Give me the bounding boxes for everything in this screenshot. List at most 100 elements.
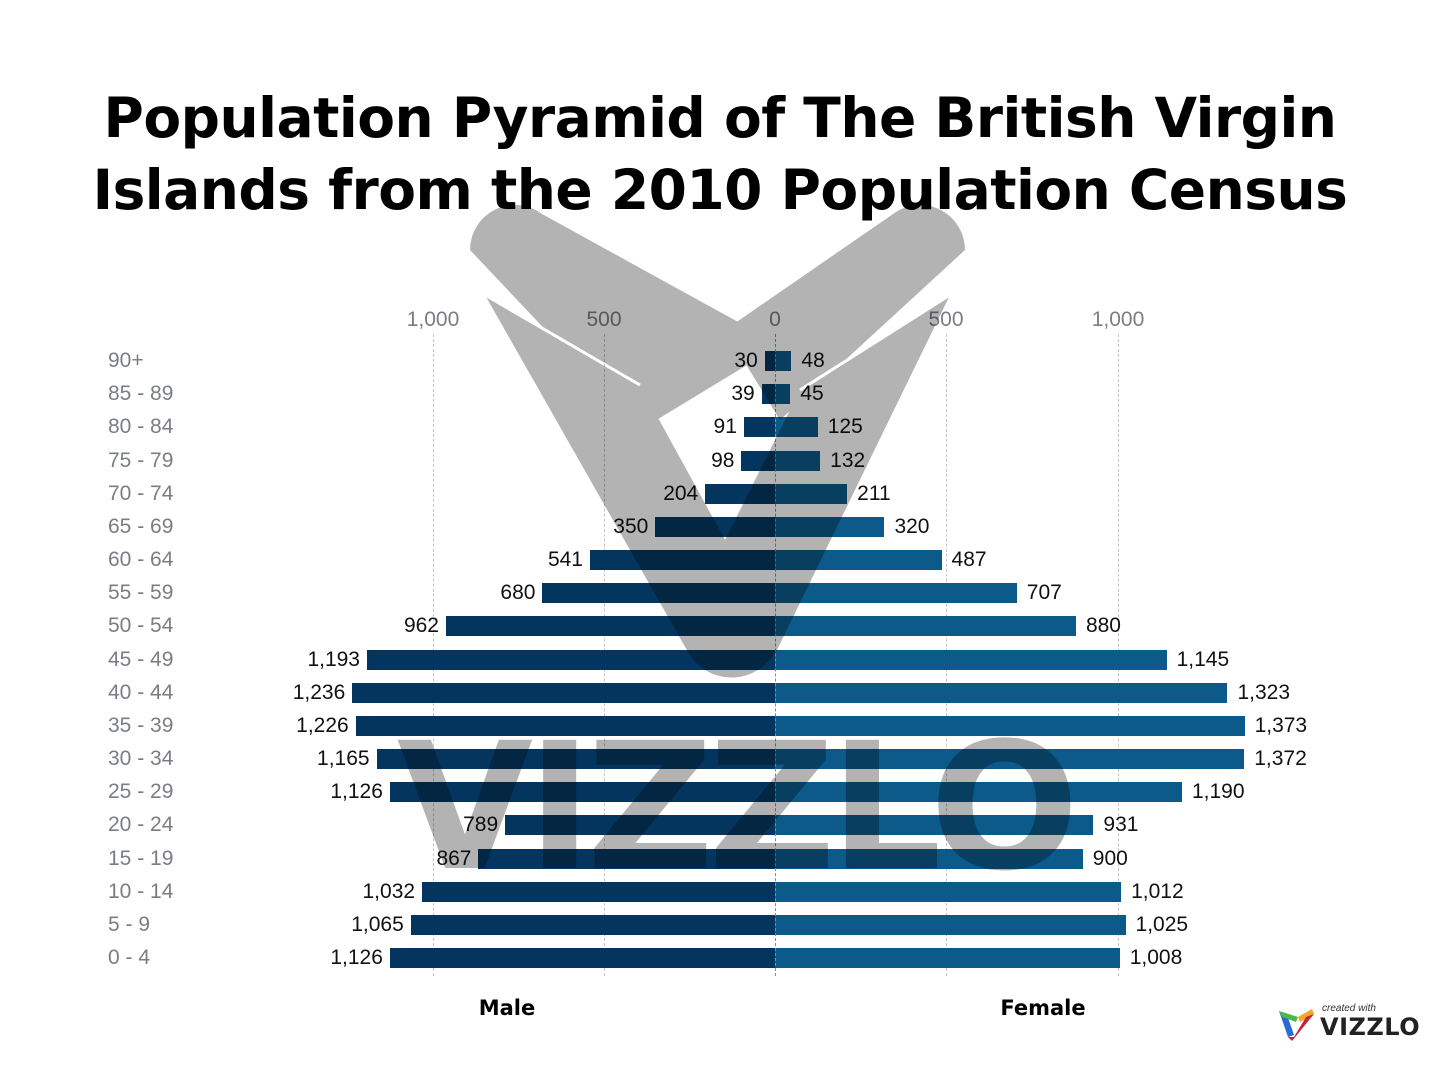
male-bar[interactable] <box>422 881 775 902</box>
age-group-label: 35 - 39 <box>108 713 174 737</box>
female-bar[interactable] <box>775 351 792 371</box>
chart-title-line-2: Islands from the 2010 Population Census <box>92 158 1348 222</box>
male-bar[interactable] <box>655 516 775 537</box>
male-bar[interactable] <box>355 715 775 736</box>
age-group-label: 50 - 54 <box>108 614 174 638</box>
female-value-label: 1,145 <box>1176 647 1230 671</box>
female-bar[interactable] <box>775 417 818 438</box>
female-bar[interactable] <box>775 715 1245 736</box>
male-bar[interactable] <box>505 815 775 836</box>
age-group-label: 80 - 84 <box>108 415 174 439</box>
legend-female: Female <box>1000 996 1086 1020</box>
male-bar[interactable] <box>589 550 775 571</box>
male-value-label: 1,193 <box>307 647 360 671</box>
male-value-label: 1,236 <box>292 680 346 704</box>
age-group-label: 90+ <box>108 349 144 372</box>
male-bar[interactable] <box>705 483 775 504</box>
male-bar[interactable] <box>445 616 775 637</box>
age-group-label: 0 - 4 <box>108 946 151 970</box>
male-bar[interactable] <box>352 682 775 703</box>
male-bar[interactable] <box>743 417 775 438</box>
chart-title-line-1: Population Pyramid of The British Virgin <box>103 86 1337 150</box>
female-value-label: 45 <box>800 382 824 406</box>
age-group-label: 45 - 49 <box>108 647 174 671</box>
female-value-label: 707 <box>1026 581 1062 605</box>
female-value-label: 900 <box>1092 846 1128 870</box>
female-value-label: 48 <box>801 349 825 372</box>
female-value-label: 132 <box>830 448 866 472</box>
age-group-label: 15 - 19 <box>108 846 174 870</box>
female-value-label: 320 <box>894 514 930 538</box>
female-bar[interactable] <box>775 948 1120 969</box>
age-group-label: 25 - 29 <box>108 780 174 804</box>
female-bar[interactable] <box>775 516 885 537</box>
age-group-label: 70 - 74 <box>108 481 174 505</box>
axis-tick-left-500: 500 <box>586 308 622 331</box>
female-bar[interactable] <box>775 815 1094 836</box>
male-value-label: 680 <box>500 581 536 605</box>
male-value-label: 1,226 <box>296 713 349 737</box>
male-value-label: 350 <box>613 514 649 538</box>
axis-tick-zero: 0 <box>769 308 781 331</box>
female-bar[interactable] <box>775 682 1228 703</box>
zero-axis-line <box>775 334 776 976</box>
male-bar[interactable] <box>761 384 775 405</box>
male-value-label: 1,032 <box>362 879 416 903</box>
female-value-label: 880 <box>1085 614 1121 638</box>
female-value-label: 1,190 <box>1191 780 1245 804</box>
vizzlo-v-logo-icon <box>1279 1009 1314 1041</box>
male-bar[interactable] <box>376 749 775 770</box>
male-bar[interactable] <box>542 583 775 604</box>
vizzlo-logo[interactable]: created with VIZZLO <box>1276 1003 1426 1043</box>
female-value-label: 1,323 <box>1237 680 1291 704</box>
created-with-label: created with <box>1322 1003 1376 1014</box>
age-group-label: 30 - 34 <box>108 747 174 771</box>
male-bar[interactable] <box>389 948 775 969</box>
female-bar[interactable] <box>775 450 821 471</box>
female-bar[interactable] <box>775 483 848 504</box>
male-value-label: 1,165 <box>317 747 370 771</box>
female-value-label: 125 <box>827 415 863 439</box>
male-value-label: 1,126 <box>330 946 383 970</box>
legend-male: Male <box>478 996 536 1020</box>
female-bar[interactable] <box>775 583 1017 604</box>
axis-tick-left-1000: 1,000 <box>406 308 460 331</box>
male-value-label: 1,126 <box>330 780 383 804</box>
female-bar[interactable] <box>775 848 1083 869</box>
female-value-label: 211 <box>857 481 891 505</box>
age-group-label: 10 - 14 <box>108 879 174 903</box>
male-bar[interactable] <box>478 848 775 869</box>
male-value-label: 30 <box>734 349 758 372</box>
female-value-label: 931 <box>1103 813 1139 837</box>
age-group-label: 60 - 64 <box>108 548 174 572</box>
female-bar[interactable] <box>775 782 1182 803</box>
female-bar[interactable] <box>775 649 1167 670</box>
axis-tick-right-500: 500 <box>928 308 964 331</box>
male-bar[interactable] <box>741 450 775 471</box>
female-value-label: 487 <box>951 548 987 572</box>
age-group-label: 5 - 9 <box>108 912 151 936</box>
female-value-label: 1,373 <box>1254 713 1308 737</box>
chart-title: Population Pyramid of The British Virgin… <box>0 82 1440 226</box>
male-bar[interactable] <box>764 351 775 371</box>
male-value-label: 867 <box>436 846 472 870</box>
male-bar[interactable] <box>410 914 775 935</box>
axis-tick-right-1000: 1,000 <box>1091 308 1145 331</box>
male-bar[interactable] <box>366 649 775 670</box>
female-bar[interactable] <box>775 550 942 571</box>
female-bar[interactable] <box>775 384 791 405</box>
female-bar[interactable] <box>775 914 1126 935</box>
female-bar[interactable] <box>775 881 1122 902</box>
female-value-label: 1,372 <box>1254 747 1307 771</box>
female-value-label: 1,012 <box>1131 879 1184 903</box>
male-value-label: 91 <box>713 415 737 439</box>
male-value-label: 1,065 <box>351 912 404 936</box>
male-bar[interactable] <box>389 782 775 803</box>
female-bar[interactable] <box>775 749 1245 770</box>
age-group-label: 85 - 89 <box>108 382 174 406</box>
male-value-label: 962 <box>403 614 439 638</box>
male-value-label: 789 <box>463 813 499 837</box>
female-bar[interactable] <box>775 616 1076 637</box>
age-group-label: 40 - 44 <box>108 680 174 704</box>
male-value-label: 98 <box>711 448 735 472</box>
